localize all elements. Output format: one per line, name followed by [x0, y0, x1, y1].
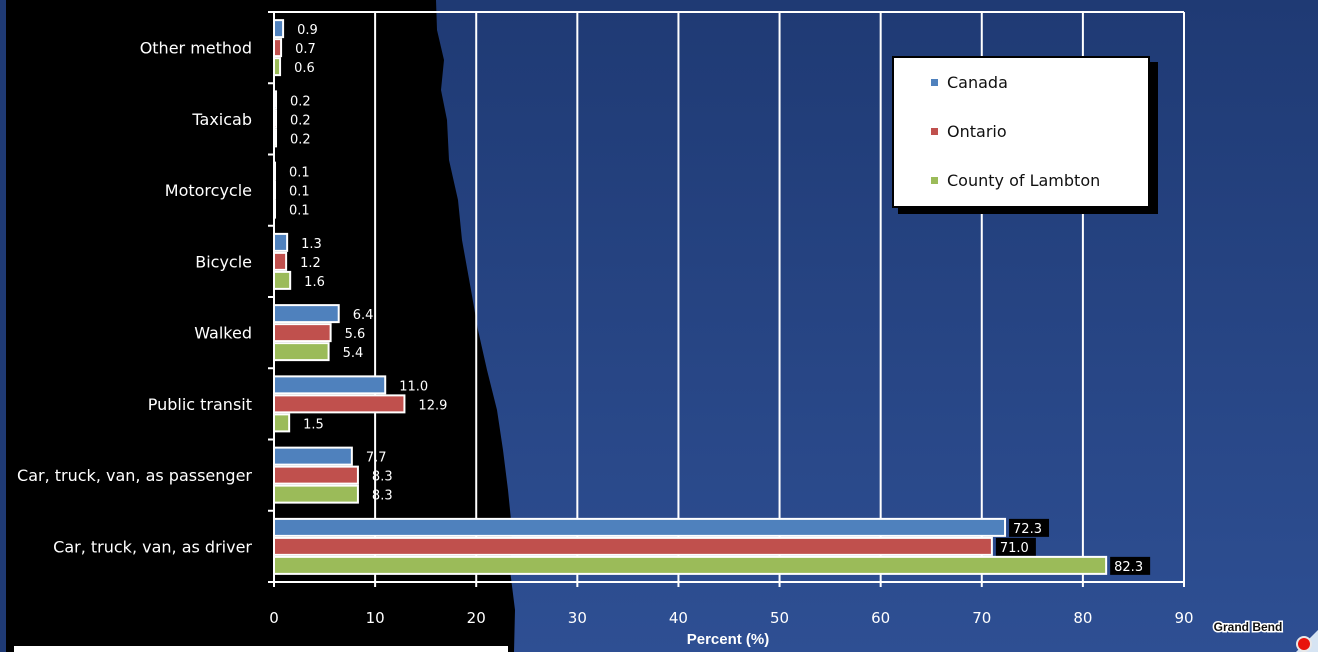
data-label: 72.3 — [1013, 522, 1042, 537]
bar-ontario — [273, 38, 283, 58]
bar-ontario — [273, 465, 359, 485]
bar-canada — [273, 446, 353, 466]
data-label: 5.6 — [345, 327, 366, 342]
x-axis-label: Percent (%) — [687, 631, 770, 648]
x-tick-label: 0 — [269, 609, 279, 627]
data-label: 1.2 — [300, 256, 321, 271]
data-label: 8.3 — [372, 489, 393, 504]
x-tick-labels: 0 10 20 30 40 50 60 70 80 90 — [269, 609, 1193, 627]
data-label: 12.9 — [418, 398, 447, 413]
category-label: Motorcycle — [165, 181, 252, 200]
data-label: 5.4 — [343, 346, 364, 361]
category-label: Public transit — [148, 395, 252, 414]
category-label: Car, truck, van, as driver — [53, 537, 252, 556]
bar-canada — [273, 304, 340, 324]
bar-canada — [273, 232, 289, 252]
bar-county-of-lambton — [273, 270, 292, 290]
legend-label: Ontario — [947, 122, 1007, 141]
x-tick-label: 60 — [871, 609, 890, 627]
bar-canada — [273, 161, 277, 181]
data-label: 0.2 — [290, 94, 311, 109]
data-label: 0.2 — [290, 132, 311, 147]
data-label: 0.7 — [295, 42, 316, 57]
legend-swatch — [931, 177, 938, 184]
category-label: Other method — [140, 39, 252, 58]
data-label-bg — [1009, 518, 1050, 537]
x-tick-label: 50 — [770, 609, 789, 627]
data-label: 6.4 — [353, 308, 374, 323]
bar-canada — [273, 19, 285, 39]
x-tick-label: 10 — [366, 609, 385, 627]
bar-ontario — [273, 394, 406, 414]
bar-ontario — [273, 180, 277, 200]
x-tick-label: 70 — [972, 609, 991, 627]
bar-county-of-lambton — [273, 342, 330, 362]
grand-bend-logo: Grand Bend — [1212, 619, 1318, 652]
bar-ontario — [273, 323, 332, 343]
data-label: 0.1 — [289, 185, 310, 200]
data-label: 0.1 — [289, 166, 310, 181]
bottom-white-strip — [14, 646, 508, 652]
category-label: Walked — [194, 324, 252, 343]
legend-label: Canada — [947, 73, 1008, 92]
x-tick-label: 40 — [669, 609, 688, 627]
sun-icon — [1298, 638, 1310, 650]
category-labels: Other method Taxicab Motorcycle Bicycle Walk… — [17, 39, 252, 557]
logo-text: Grand Bend — [1214, 620, 1283, 634]
bar-county-of-lambton — [273, 555, 1108, 575]
legend-swatch — [931, 128, 938, 135]
bar-canada — [273, 90, 278, 110]
data-label: 7.7 — [366, 451, 387, 466]
category-label: Bicycle — [195, 252, 252, 271]
bar-county-of-lambton — [273, 484, 359, 504]
x-tick-label: 20 — [467, 609, 486, 627]
data-label: 0.1 — [289, 204, 310, 219]
dark-background-shape — [0, 0, 515, 652]
legend-label: County of Lambton — [947, 171, 1100, 190]
x-tick-label: 80 — [1073, 609, 1092, 627]
legend-swatch — [931, 79, 938, 86]
bar-canada — [273, 375, 387, 395]
data-label: 0.9 — [297, 23, 318, 38]
category-label: Car, truck, van, as passenger — [17, 466, 252, 485]
bar-county-of-lambton — [273, 413, 291, 433]
x-tick-label: 30 — [568, 609, 587, 627]
category-ticks — [268, 11, 274, 583]
data-label-bg — [995, 537, 1036, 556]
bar-ontario — [273, 536, 993, 556]
data-label: 0.2 — [290, 113, 311, 128]
bars: 0.9 0.7 0.6 0.2 0.2 0.2 0.1 0.1 0.1 1.3 1.2 1.6 6.4 5… — [273, 19, 1151, 575]
bar-county-of-lambton — [273, 57, 282, 77]
data-label-bg — [1110, 556, 1151, 575]
data-label: 0.6 — [294, 61, 315, 76]
bar-ontario — [273, 109, 278, 129]
data-label: 1.3 — [301, 237, 322, 252]
left-edge — [0, 0, 6, 652]
data-label: 1.6 — [304, 275, 325, 290]
bar-county-of-lambton — [273, 128, 278, 148]
bar-county-of-lambton — [273, 199, 277, 219]
data-label: 82.3 — [1114, 560, 1143, 575]
legend: Canada Ontario County of Lambton — [892, 56, 1158, 214]
bar-canada — [273, 517, 1007, 537]
data-label: 71.0 — [1000, 541, 1029, 556]
data-label: 8.3 — [372, 470, 393, 485]
bar-ontario — [273, 251, 288, 271]
data-label: 1.5 — [303, 417, 324, 432]
data-label: 11.0 — [399, 379, 428, 394]
category-label: Taxicab — [191, 110, 252, 129]
x-tick-label: 90 — [1174, 609, 1193, 627]
